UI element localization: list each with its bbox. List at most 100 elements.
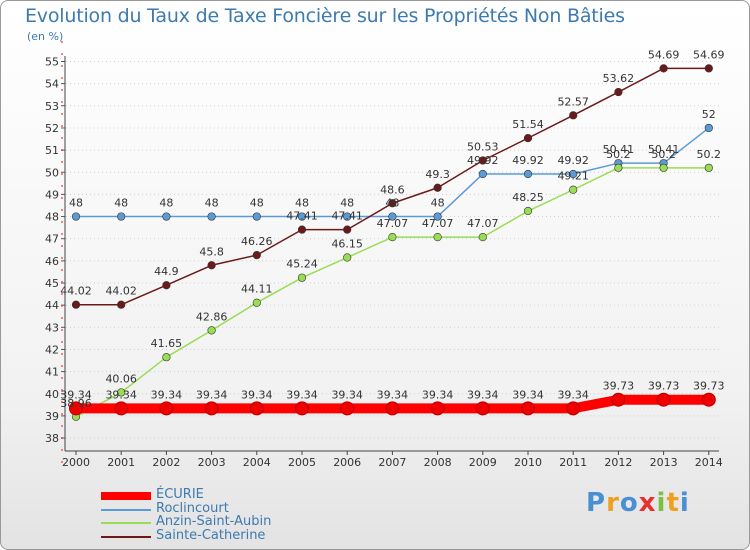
data-point xyxy=(162,281,171,290)
data-point xyxy=(569,185,578,194)
legend-label: Roclincourt xyxy=(156,500,229,516)
data-point xyxy=(569,111,578,120)
data-point xyxy=(117,212,126,221)
y-tick-label: 49 xyxy=(45,188,59,201)
data-point xyxy=(71,212,81,221)
data-label: 50.41 xyxy=(648,143,680,156)
data-label: 48 xyxy=(205,197,219,210)
data-point xyxy=(343,212,352,221)
series-layer xyxy=(69,64,716,421)
data-label: 48 xyxy=(159,197,173,210)
data-point xyxy=(611,392,626,407)
data-point xyxy=(478,169,487,179)
data-label: 47.41 xyxy=(286,210,318,223)
legend-swatch xyxy=(101,508,151,511)
data-point xyxy=(523,134,533,143)
data-point xyxy=(297,212,307,221)
legend-label: Sainte-Catherine xyxy=(156,527,266,543)
data-point xyxy=(162,353,171,362)
data-point xyxy=(614,87,623,97)
data-label: 39.34 xyxy=(60,388,92,401)
data-label: 45.24 xyxy=(286,258,318,271)
x-tick-label: 2006 xyxy=(333,456,361,469)
data-point xyxy=(433,183,442,192)
data-point xyxy=(388,199,397,208)
data-label: 52.57 xyxy=(557,95,589,108)
data-label: 46.26 xyxy=(241,235,273,248)
y-tick-label: 55 xyxy=(45,56,59,69)
data-label: 48 xyxy=(114,197,128,210)
data-label: 50.2 xyxy=(651,148,676,161)
y-tick-label: 51 xyxy=(45,144,59,157)
data-point xyxy=(433,212,442,221)
data-label: 39.73 xyxy=(603,380,635,393)
data-label: 40.06 xyxy=(105,372,137,385)
logo-letter: x xyxy=(638,488,657,518)
data-point xyxy=(478,233,487,242)
data-label: 46.15 xyxy=(331,238,363,251)
data-point xyxy=(114,401,129,416)
data-label: 47.41 xyxy=(331,210,363,223)
data-label: 38.96 xyxy=(60,397,92,410)
data-point xyxy=(297,273,307,282)
x-tick-label: 2012 xyxy=(604,456,632,469)
data-label: 39.34 xyxy=(286,388,318,401)
data-point xyxy=(704,163,713,172)
data-label: 50.2 xyxy=(697,148,722,161)
data-point xyxy=(523,169,533,179)
data-point xyxy=(252,298,261,307)
data-point xyxy=(340,401,355,416)
data-label: 54.69 xyxy=(693,48,725,61)
data-label: 39.34 xyxy=(196,388,228,401)
data-label: 51.54 xyxy=(512,118,544,131)
data-point xyxy=(566,401,581,416)
y-tick-label: 43 xyxy=(45,321,59,334)
data-point xyxy=(297,225,307,234)
data-point xyxy=(207,261,216,270)
data-point xyxy=(704,123,713,133)
data-point xyxy=(569,169,578,179)
data-label: 52 xyxy=(702,108,716,121)
data-label: 54.69 xyxy=(648,48,680,61)
data-label: 48 xyxy=(385,197,399,210)
data-point xyxy=(614,163,623,172)
data-label: 48 xyxy=(69,197,83,210)
data-point xyxy=(117,388,126,397)
x-tick-label: 2007 xyxy=(378,456,406,469)
x-tick-label: 2010 xyxy=(514,456,542,469)
chart-title: Evolution du Taux de Taxe Foncière sur l… xyxy=(25,5,625,27)
x-tick-label: 2008 xyxy=(424,456,452,469)
data-label: 39.34 xyxy=(377,388,409,401)
legend-swatch xyxy=(101,522,151,524)
data-point xyxy=(162,212,171,221)
data-label: 48.25 xyxy=(512,191,544,204)
legend-swatch xyxy=(101,492,151,500)
data-label: 49.3 xyxy=(425,168,450,181)
x-tick-label: 2001 xyxy=(107,456,135,469)
y-tick-label: 45 xyxy=(45,277,59,290)
data-label: 44.11 xyxy=(241,283,273,296)
data-point xyxy=(252,250,261,260)
data-label: 47.07 xyxy=(467,217,499,230)
y-tick-label: 50 xyxy=(45,166,59,179)
data-point xyxy=(343,225,352,234)
data-point xyxy=(659,64,668,73)
data-label: 45.8 xyxy=(199,245,224,258)
data-point xyxy=(704,64,713,73)
legend-item: Sainte-Catherine xyxy=(101,527,401,544)
data-label: 48 xyxy=(250,197,264,210)
y-tick-label: 40 xyxy=(45,388,59,401)
data-label: 39.73 xyxy=(648,380,680,393)
data-label: 49.21 xyxy=(557,170,589,183)
data-label: 47.07 xyxy=(377,217,409,230)
data-label: 39.34 xyxy=(241,388,273,401)
data-point xyxy=(430,401,445,416)
data-label: 39.34 xyxy=(105,388,137,401)
data-label: 41.65 xyxy=(151,337,183,350)
y-tick-label: 46 xyxy=(45,255,59,268)
data-point xyxy=(204,401,219,416)
data-point xyxy=(69,401,83,416)
legend-label: Anzin-Saint-Aubin xyxy=(156,514,272,529)
x-tick-label: 2014 xyxy=(695,456,723,469)
